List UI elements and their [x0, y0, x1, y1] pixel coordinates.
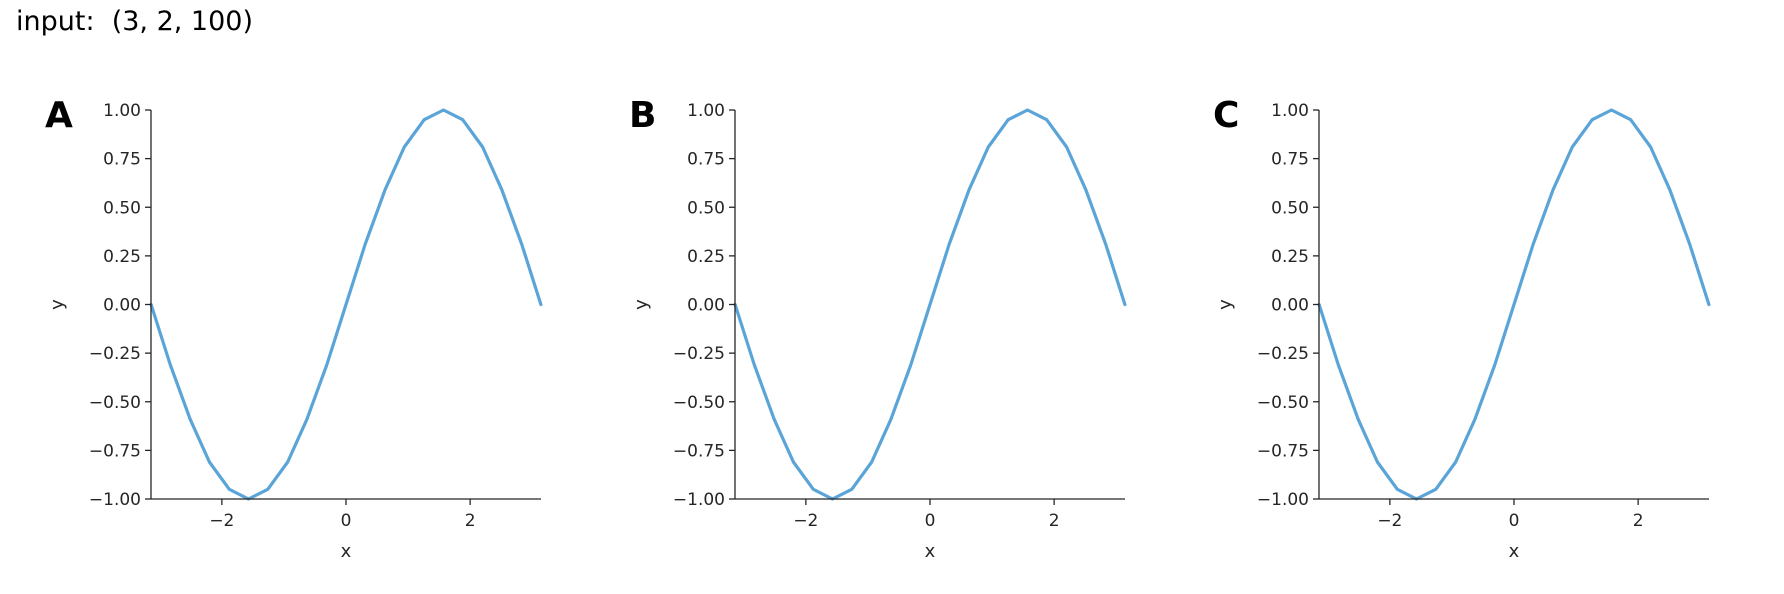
x-tick-label: 2	[1049, 511, 1060, 531]
series-line	[1317, 108, 1711, 501]
x-tick-label: −2	[793, 511, 818, 531]
y-tick-label: 0.00	[1271, 296, 1309, 316]
y-tick-label: 0.25	[103, 247, 141, 267]
y-tick-label: 0.00	[687, 296, 725, 316]
y-tick-label: −0.50	[1257, 393, 1309, 413]
x-axis-label: x	[341, 541, 352, 562]
y-tick-label: 1.00	[103, 101, 141, 121]
x-axis-label: x	[925, 541, 936, 562]
x-tick-label: 0	[341, 511, 352, 531]
series-line	[733, 108, 1127, 501]
y-tick-label: 0.75	[1271, 150, 1309, 170]
y-tick-label: −0.25	[89, 344, 141, 364]
y-tick-label: −0.50	[89, 393, 141, 413]
x-tick-label: −2	[1377, 511, 1402, 531]
panel-label-a: A	[45, 95, 73, 136]
panel-label-c: C	[1213, 95, 1239, 136]
y-tick-label: −0.75	[673, 441, 725, 461]
input-shape-text: input: (3, 2, 100)	[16, 6, 254, 37]
series-line	[149, 108, 543, 501]
y-tick-label: 0.50	[687, 198, 725, 218]
y-tick-label: 0.75	[687, 150, 725, 170]
x-tick-label: 0	[925, 511, 936, 531]
x-axis-label: x	[1509, 541, 1520, 562]
y-tick-label: 0.25	[687, 247, 725, 267]
y-tick-label: −1.00	[1257, 490, 1309, 510]
x-tick-label: 2	[465, 511, 476, 531]
y-tick-label: 0.75	[103, 150, 141, 170]
y-axis-label: y	[1215, 299, 1236, 310]
panel-c: 1.00 0.75 0.50 0.25 0.00 −0.25 −0.50 −0.75 −1.00…	[1213, 95, 1711, 562]
y-tick-label: −1.00	[89, 490, 141, 510]
y-tick-label: 0.00	[103, 296, 141, 316]
y-axis-label: y	[631, 299, 652, 310]
x-tick-label: 2	[1633, 511, 1644, 531]
x-tick-label: −2	[209, 511, 234, 531]
x-tick-label: 0	[1509, 511, 1520, 531]
y-tick-label: −0.25	[673, 344, 725, 364]
panel-b: 1.00 0.75 0.50 0.25 0.00 −0.25 −0.50 −0.75 −1.00…	[629, 95, 1127, 562]
panel-label-b: B	[629, 95, 656, 136]
y-tick-label: 0.50	[103, 198, 141, 218]
y-tick-label: 1.00	[687, 101, 725, 121]
y-axis-label: y	[47, 299, 68, 310]
y-tick-label: 0.50	[1271, 198, 1309, 218]
panel-a: 1.00 0.75 0.50 0.25 0.00 −0.25 −0.50 −0.75 −1.00…	[45, 95, 543, 562]
y-tick-label: −0.75	[89, 441, 141, 461]
y-tick-label: −0.50	[673, 393, 725, 413]
y-tick-label: −1.00	[673, 490, 725, 510]
y-tick-label: 0.25	[1271, 247, 1309, 267]
y-tick-label: −0.75	[1257, 441, 1309, 461]
y-tick-label: 1.00	[1271, 101, 1309, 121]
y-tick-label: −0.25	[1257, 344, 1309, 364]
